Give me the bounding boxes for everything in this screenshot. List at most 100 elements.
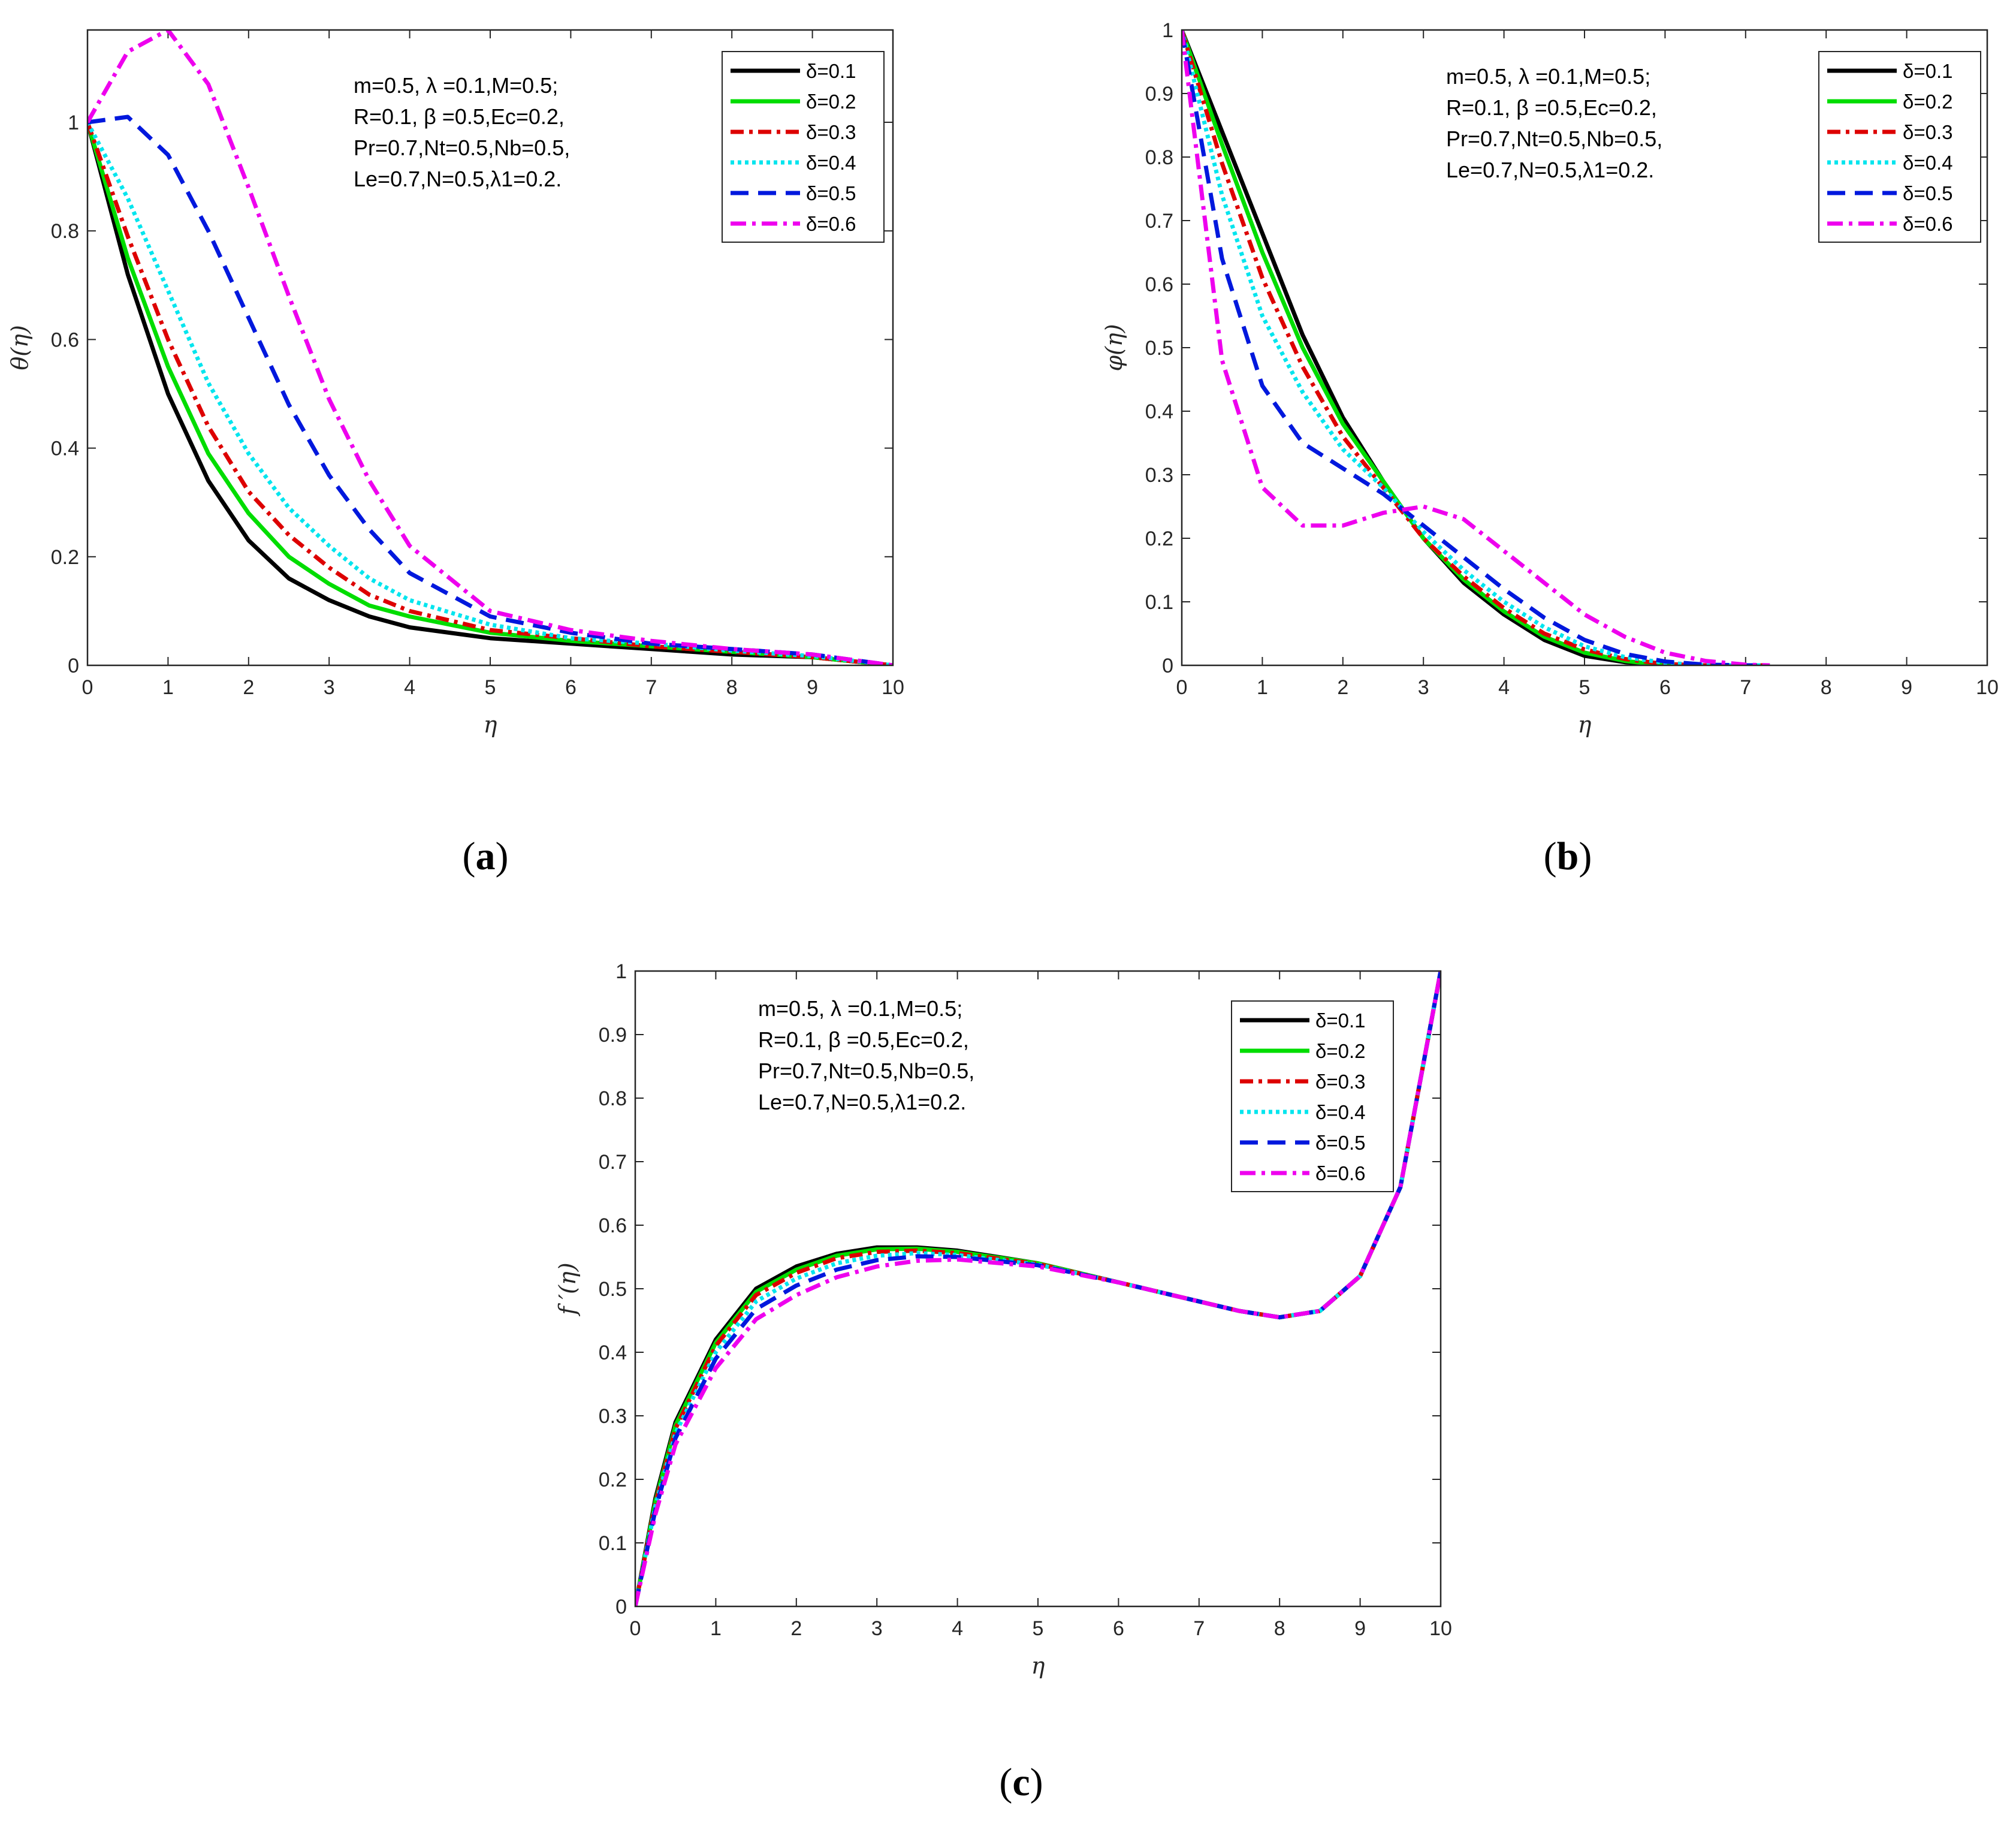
x-tick-label: 1 (162, 676, 174, 699)
legend-entry-label: δ=0.4 (1315, 1101, 1366, 1123)
parameter-annotation-line: Pr=0.7,Nt=0.5,Nb=0.5, (758, 1059, 974, 1083)
y-axis-label: φ(η) (1101, 324, 1127, 371)
x-tick-label: 6 (1113, 1617, 1124, 1640)
y-tick-label: 0.7 (1145, 210, 1173, 233)
y-tick-label: 0.9 (1145, 83, 1173, 105)
legend-entry-label: δ=0.4 (806, 152, 856, 174)
x-tick-label: 7 (1740, 676, 1751, 699)
series-line-δ=0.1 (1182, 30, 1770, 665)
legend-entry-label: δ=0.1 (1903, 60, 1953, 82)
x-tick-label: 2 (1337, 676, 1348, 699)
x-tick-label: 1 (1257, 676, 1268, 699)
parameter-annotation-line: Le=0.7,N=0.5,λ1=0.2. (1446, 158, 1654, 182)
y-tick-label: 0.1 (1145, 591, 1173, 614)
y-tick-label: 0.6 (1145, 273, 1173, 296)
panel-label: (c) (999, 1760, 1043, 1804)
x-tick-label: 10 (1429, 1617, 1452, 1640)
y-tick-label: 1 (68, 111, 79, 134)
series-line-δ=0.2 (1182, 30, 1770, 665)
x-tick-label: 5 (1579, 676, 1591, 699)
y-axis-label: f ′(η) (554, 1262, 581, 1316)
y-tick-label: 0.3 (1145, 464, 1173, 487)
parameter-annotation-line: R=0.1, β =0.5,Ec=0.2, (1446, 95, 1657, 120)
x-tick-label: 7 (645, 676, 657, 699)
y-tick-label: 0.1 (599, 1532, 627, 1555)
y-tick-label: 0.8 (1145, 146, 1173, 169)
x-tick-label: 0 (630, 1617, 641, 1640)
panel-b-phi-chart: 0 1 2 3 4 5 6 7 8 9 10 0 0.1 0.2 0.3 0.4 0.5 0.6 0.7 0.8 0.9… (1101, 19, 1999, 878)
series-line-δ=0.2 (87, 122, 893, 665)
parameter-annotation-line: m=0.5, λ =0.1,M=0.5; (354, 73, 558, 98)
x-tick-label: 0 (82, 676, 93, 699)
y-tick-label: 0 (68, 655, 79, 677)
legend-entry-label: δ=0.2 (1903, 91, 1953, 113)
panel-label: (b) (1544, 834, 1592, 878)
y-tick-label: 0 (1162, 655, 1173, 677)
axes-box (634, 970, 1442, 1608)
legend-entry-label: δ=0.3 (1315, 1071, 1366, 1093)
series-line-δ=0.5 (1182, 30, 1770, 665)
y-tick-label: 0.6 (599, 1214, 627, 1237)
panel-c-velocity-chart: 0 1 2 3 4 5 6 7 8 9 10 0 0.1 0.2 0.3 0.4 0.5 0.6 0.7 0.8 0.9… (554, 960, 1452, 1804)
legend-entry-label: δ=0.6 (806, 213, 856, 235)
x-tick-label: 3 (1418, 676, 1429, 699)
y-tick-label: 0.8 (51, 220, 79, 243)
legend-entry-label: δ=0.2 (806, 91, 856, 113)
x-tick-label: 9 (1901, 676, 1912, 699)
panel-a-theta-chart: 0 1 2 3 4 5 6 7 8 9 10 0 0.2 0.4 0.6 0.8 1 η θ(η) m=0.5, λ … (7, 29, 904, 878)
y-tick-label: 0.4 (599, 1341, 627, 1364)
x-axis-label: η (484, 711, 497, 738)
axes-box (86, 29, 894, 667)
series-line-δ=0.3 (87, 121, 893, 665)
y-tick-label: 1 (1162, 19, 1173, 42)
series-line-δ=0.1 (87, 122, 893, 665)
x-tick-label: 7 (1193, 1617, 1205, 1640)
y-tick-label: 0.6 (51, 328, 79, 351)
x-tick-label: 4 (404, 676, 415, 699)
y-tick-label: 0.2 (51, 546, 79, 569)
legend-entry-label: δ=0.1 (806, 60, 856, 82)
x-tick-label: 9 (1354, 1617, 1366, 1640)
legend-entry-label: δ=0.6 (1903, 213, 1953, 235)
parameter-annotation-line: m=0.5, λ =0.1,M=0.5; (758, 996, 962, 1021)
y-axis-label: θ(η) (7, 325, 33, 370)
legend-entry-label: δ=0.5 (1903, 182, 1953, 204)
parameter-annotation-line: Le=0.7,N=0.5,λ1=0.2. (758, 1090, 966, 1114)
series-line-δ=0.6 (87, 30, 893, 665)
x-tick-label: 4 (1498, 676, 1510, 699)
axes-box (1181, 29, 1988, 667)
x-tick-label: 8 (1274, 1617, 1285, 1640)
legend-box (1231, 1000, 1394, 1192)
x-tick-label: 6 (1659, 676, 1671, 699)
y-tick-label: 0.2 (599, 1469, 627, 1491)
x-tick-label: 4 (952, 1617, 963, 1640)
x-tick-label: 1 (710, 1617, 722, 1640)
x-tick-label: 10 (1976, 676, 1999, 699)
series-line-δ=0.5 (635, 971, 1441, 1606)
x-axis-label: η (1031, 1653, 1045, 1679)
panel-label: (a) (463, 834, 509, 878)
y-tick-label: 0.7 (599, 1151, 627, 1174)
x-tick-label: 3 (871, 1617, 883, 1640)
legend-entry-label: δ=0.1 (1315, 1009, 1366, 1032)
legend-entry-label: δ=0.3 (1903, 121, 1953, 143)
y-tick-label: 0.8 (599, 1087, 627, 1110)
y-tick-label: 0.5 (1145, 337, 1173, 360)
x-tick-label: 3 (324, 676, 335, 699)
y-tick-label: 0.5 (599, 1278, 627, 1301)
parameter-annotation-line: m=0.5, λ =0.1,M=0.5; (1446, 64, 1650, 89)
x-tick-label: 2 (243, 676, 254, 699)
series-line-δ=0.4 (635, 971, 1441, 1606)
parameter-annotation-line: Le=0.7,N=0.5,λ1=0.2. (354, 167, 562, 191)
x-tick-label: 10 (882, 676, 904, 699)
y-tick-label: 0.2 (1145, 527, 1173, 550)
parameter-annotation-line: Pr=0.7,Nt=0.5,Nb=0.5, (1446, 126, 1662, 151)
x-tick-label: 5 (485, 676, 496, 699)
legend-entry-label: δ=0.5 (1315, 1132, 1366, 1154)
legend-entry-label: δ=0.4 (1903, 152, 1953, 174)
legend-box (1818, 51, 1981, 243)
legend-entry-label: δ=0.3 (806, 121, 856, 143)
legend-entry-label: δ=0.6 (1315, 1162, 1366, 1184)
series-line-δ=0.6 (635, 971, 1441, 1606)
